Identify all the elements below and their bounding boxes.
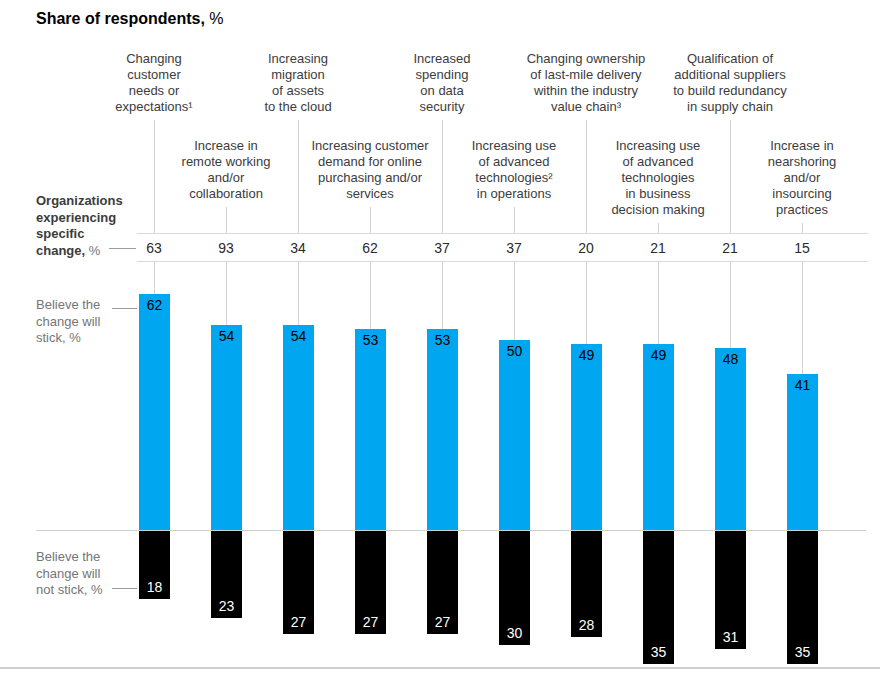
- stick-bar-value: 41: [787, 377, 818, 393]
- column-guide-upper: [226, 207, 227, 233]
- column-guide-lower: [442, 262, 443, 329]
- experiencing-value: 62: [340, 240, 400, 256]
- stick-bar: 41: [787, 374, 818, 530]
- not-stick-bar-value: 30: [499, 625, 530, 641]
- column-header: Qualification of additional suppliers to…: [650, 51, 810, 115]
- chart-canvas: Share of respondents, % Organizations ex…: [0, 0, 880, 673]
- experiencing-value: 93: [196, 240, 256, 256]
- column-guide-lower: [226, 262, 227, 325]
- not-stick-bar-value: 31: [715, 629, 746, 645]
- stick-bar-value: 53: [427, 332, 458, 348]
- column-header: Increasing use of advanced technologies …: [578, 138, 738, 218]
- column-header: Increasing customer demand for online pu…: [290, 138, 450, 202]
- column-header: Increasing use of advanced technologies²…: [434, 138, 594, 202]
- exhibit-bottom-rule: [0, 667, 880, 669]
- column-guide-lower: [514, 262, 515, 340]
- stick-bar-value: 62: [139, 297, 170, 313]
- not-stick-bar: 28: [571, 531, 602, 637]
- column-guide-lower: [586, 262, 587, 344]
- column-header: Increased spending on data security: [362, 51, 522, 115]
- not-stick-bar: 23: [211, 531, 242, 618]
- not-stick-bar: 27: [427, 531, 458, 634]
- chart-title-unit: %: [205, 10, 224, 27]
- not-stick-bar: 35: [643, 531, 674, 664]
- column-header: Changing ownership of last-mile delivery…: [506, 51, 666, 115]
- stick-bar: 48: [715, 348, 746, 530]
- row-label-not-stick: Believe the change will not stick, %: [36, 549, 102, 599]
- numbers-band-bottom-rule: [137, 261, 868, 262]
- column-guide-lower: [298, 262, 299, 325]
- connector-line-stick: [112, 308, 137, 309]
- column-guide-lower: [154, 262, 155, 294]
- row-label-stick: Believe the change will stick, %: [36, 297, 100, 347]
- stick-bar-value: 50: [499, 343, 530, 359]
- stick-bar-value: 53: [355, 332, 386, 348]
- column-header: Increase in nearshoring and/or insourcin…: [722, 138, 880, 218]
- not-stick-bar: 35: [787, 531, 818, 664]
- stick-bar: 53: [355, 329, 386, 530]
- column-guide-lower: [730, 262, 731, 348]
- stick-bar: 54: [211, 325, 242, 530]
- not-stick-bar-value: 27: [355, 614, 386, 630]
- stick-bar: 54: [283, 325, 314, 530]
- stick-bar: 50: [499, 340, 530, 530]
- column-guide-lower: [658, 262, 659, 344]
- column-guide-upper: [802, 223, 803, 233]
- column-guide-lower: [370, 262, 371, 329]
- stick-bar-value: 48: [715, 351, 746, 367]
- not-stick-bar-value: 35: [787, 644, 818, 660]
- numbers-band-top-rule: [137, 233, 868, 234]
- stick-bar: 53: [427, 329, 458, 530]
- not-stick-bar: 30: [499, 531, 530, 645]
- column-header: Increase in remote working and/or collab…: [146, 138, 306, 202]
- stick-bar: 49: [571, 344, 602, 530]
- not-stick-bar-value: 27: [427, 614, 458, 630]
- not-stick-bar: 18: [139, 531, 170, 599]
- experiencing-value: 21: [700, 240, 760, 256]
- column-guide-upper: [370, 207, 371, 233]
- experiencing-value: 15: [772, 240, 832, 256]
- not-stick-bar-value: 35: [643, 644, 674, 660]
- experiencing-value: 63: [124, 240, 184, 256]
- experiencing-value: 21: [628, 240, 688, 256]
- not-stick-bar-value: 27: [283, 614, 314, 630]
- stick-bar: 49: [643, 344, 674, 530]
- stick-bar-value: 54: [283, 328, 314, 344]
- stick-bar-value: 54: [211, 328, 242, 344]
- experiencing-value: 37: [412, 240, 472, 256]
- experiencing-value: 20: [556, 240, 616, 256]
- not-stick-bar-value: 18: [139, 579, 170, 595]
- stick-bar-value: 49: [571, 347, 602, 363]
- column-guide-upper: [514, 207, 515, 233]
- not-stick-bar: 27: [283, 531, 314, 634]
- row-label-experiencing-unit: %: [85, 243, 100, 258]
- not-stick-bar-value: 23: [211, 598, 242, 614]
- column-guide-upper: [658, 223, 659, 233]
- stick-bar-value: 49: [643, 347, 674, 363]
- connector-line-not-stick: [112, 588, 137, 589]
- not-stick-bar: 27: [355, 531, 386, 634]
- chart-title-text: Share of respondents,: [36, 10, 205, 27]
- column-header: Increasing migration of assets to the cl…: [218, 51, 378, 115]
- not-stick-bar-value: 28: [571, 617, 602, 633]
- experiencing-value: 37: [484, 240, 544, 256]
- experiencing-value: 34: [268, 240, 328, 256]
- stick-bar: 62: [139, 294, 170, 530]
- column-guide-lower: [802, 262, 803, 374]
- column-header: Changing customer needs or expectations¹: [74, 51, 234, 115]
- not-stick-bar: 31: [715, 531, 746, 649]
- row-label-experiencing: Organizations experiencing specific chan…: [36, 193, 123, 259]
- chart-title: Share of respondents, %: [36, 10, 224, 28]
